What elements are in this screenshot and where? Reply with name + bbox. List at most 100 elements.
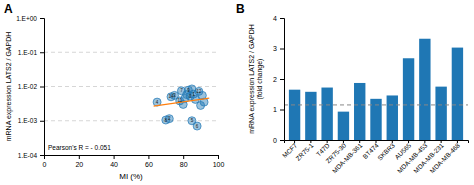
tick: 1 (273, 106, 284, 113)
tick-mark (40, 121, 44, 122)
tick: ZR75-1 (294, 140, 315, 162)
bar (305, 92, 316, 140)
point-label: 7 (180, 88, 183, 93)
tick: 3 (273, 45, 284, 52)
panel-title: A (4, 2, 13, 16)
tick-mark (148, 155, 149, 159)
tick-mark (183, 155, 184, 159)
bar (435, 87, 446, 140)
tick-label: MDA-MB-361 (331, 141, 364, 174)
bar (387, 95, 398, 140)
point-label: 4 (156, 100, 159, 105)
point-label: 1 (192, 92, 195, 97)
bar (338, 112, 349, 140)
grid-line (44, 52, 218, 53)
tick: MDA-MB-361 (331, 140, 364, 174)
tick-label: 40 (110, 161, 118, 168)
bar (452, 48, 463, 140)
axis-line (280, 19, 285, 141)
point-labels: 4821431179051612 (156, 88, 202, 129)
tick-mark (40, 155, 44, 156)
scatter-point (193, 122, 201, 130)
tick-label: 100 (213, 161, 225, 168)
tick: 100 (213, 155, 225, 168)
reference-line (284, 104, 468, 105)
x-axis: MCF7ZR75-1T47DZR75-30MDA-MB-361BT474SKBR… (281, 140, 469, 174)
chart-root: 0204060801001.E+001.E-011.E-021.E-031.E-… (0, 0, 474, 185)
y-axis-title: mRNA expression LATS2 / GAPDH (5, 32, 13, 142)
tick: 0 (273, 137, 284, 144)
tick-mark (79, 155, 80, 159)
plot-area (284, 39, 468, 140)
y-axis-title-line: mRNA expression LATS2 / GAPDH (5, 32, 13, 142)
tick-label: 3 (273, 45, 277, 52)
bar (419, 39, 430, 140)
point-label: 9 (187, 88, 190, 93)
point-label: 11 (177, 98, 182, 103)
tick: 1.E-01 (18, 49, 44, 56)
annotation: Pearson's R = - 0.051 (48, 144, 111, 151)
tick-label: 80 (180, 161, 188, 168)
tick: MDA-MB-468 (428, 140, 461, 174)
axis-line (45, 156, 219, 160)
plot-area (153, 85, 209, 130)
tick-mark (280, 110, 284, 111)
tick: 2 (273, 76, 284, 83)
tick: 4 (273, 15, 284, 22)
tick-mark (40, 18, 44, 19)
tick-mark (218, 155, 219, 159)
tick-mark (114, 155, 115, 159)
tick-mark (40, 87, 44, 88)
y-axis-title-line: mRNA expression LATS2 / GAPDH (248, 24, 256, 134)
tick-label: 1.E-02 (18, 83, 38, 90)
grid (44, 52, 218, 121)
tick: 0 (43, 155, 47, 168)
bar (289, 90, 300, 140)
tick: 1.E+00 (16, 15, 44, 22)
tick-label: 1.E-01 (18, 49, 38, 56)
tick-label: ZR75-1 (294, 141, 315, 162)
tick-label: 2 (273, 76, 277, 83)
tick: SKBR3 (376, 140, 396, 162)
point-label: 12 (196, 89, 202, 94)
tick: 40 (110, 155, 118, 168)
tick-mark (40, 52, 44, 53)
tick: 1.E-03 (18, 117, 44, 124)
tick-mark (280, 79, 284, 80)
bar (403, 58, 414, 140)
point-label: 2 (168, 116, 171, 121)
tick: 20 (75, 155, 83, 168)
tick: 1.E-02 (18, 83, 44, 90)
tick-label: 0 (43, 161, 47, 168)
tick-label: 4 (273, 15, 277, 22)
tick: 1.E-04 (18, 152, 44, 159)
point-label: 5 (191, 118, 194, 123)
tick-label: 1 (273, 106, 277, 113)
axis-line (40, 19, 45, 156)
point-label: 6 (196, 124, 199, 129)
tick: 80 (180, 155, 188, 168)
point-label: 3 (173, 93, 176, 98)
tick-label: 1.E-03 (18, 117, 38, 124)
tick: 60 (145, 155, 153, 168)
x-axis: 0 20 40 60 80 100 (43, 155, 225, 168)
tick-label: 1.E+00 (16, 15, 37, 22)
tick-mark (280, 140, 284, 141)
tick-label: 0 (273, 137, 277, 144)
bar (354, 83, 365, 140)
tick-label: 1.E-04 (18, 152, 38, 159)
trend-line (154, 98, 210, 106)
panel-title: B (236, 2, 245, 16)
y-axis-title-line: (fold change) (256, 59, 264, 100)
scatter-point (165, 115, 173, 123)
y-axis: 1.E+00 1.E-01 1.E-02 1.E-03 1.E-04 (16, 15, 44, 159)
tick-label: 60 (145, 161, 153, 168)
tick-label: MDA-MB-468 (428, 141, 461, 174)
x-axis-title: MI (%) (119, 172, 143, 181)
tick-label: SKBR3 (376, 141, 396, 161)
y-axis-title: mRNA expression LATS2 / GAPDH(fold chang… (248, 24, 264, 134)
tick-mark (280, 18, 284, 19)
tick-mark (280, 49, 284, 50)
tick-label: 20 (75, 161, 83, 168)
y-axis: 0 1 2 3 4 (273, 15, 284, 144)
